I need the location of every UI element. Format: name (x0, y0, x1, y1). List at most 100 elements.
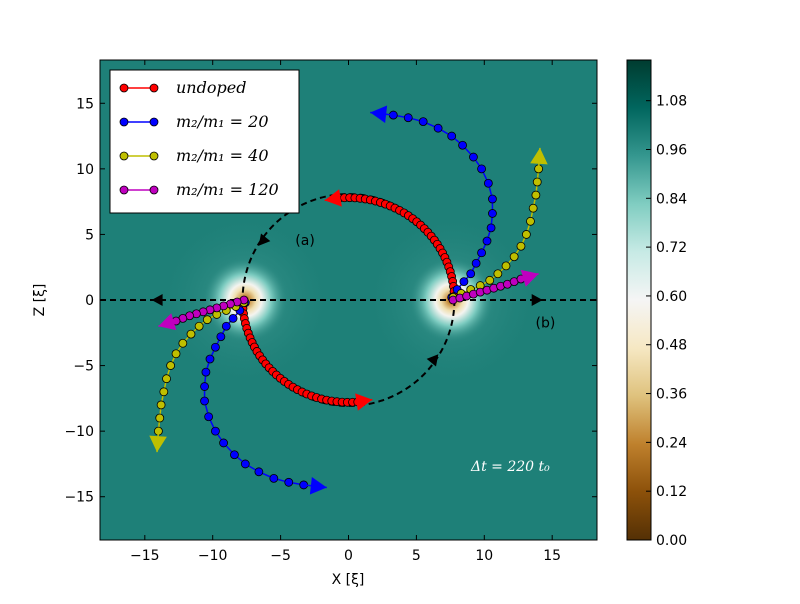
x-tick-label: 15 (543, 548, 561, 564)
x-tick-label: −5 (270, 548, 291, 564)
legend-marker (149, 185, 159, 195)
x-tick-label: 5 (412, 548, 421, 564)
axis-ticks: −15 −10 −5 0 5 10 15 −15 −10 −5 0 5 10 15 (64, 60, 597, 564)
legend-marker (149, 117, 159, 127)
series-1-point (486, 223, 496, 233)
series-2-point (171, 349, 181, 359)
colorbar-tick-label: 0.84 (656, 191, 687, 207)
series-2-arrow-head (530, 147, 548, 165)
x-tick-label: 0 (344, 548, 353, 564)
legend-label: undoped (176, 78, 246, 97)
colorbar-tick-label: 0.12 (656, 484, 687, 500)
series-1-point (488, 209, 497, 218)
series-2-point (202, 315, 212, 325)
colormap-field (100, 105, 597, 495)
colorbar-tick-label: 0.36 (656, 387, 687, 403)
dashed-arrow-right (531, 293, 543, 307)
y-tick-label: 5 (85, 227, 94, 243)
series-3-arrow-head (158, 313, 177, 331)
series-1-point (433, 123, 443, 133)
legend-label: m₂/m₁ = 120 (176, 180, 279, 199)
series-2-point (162, 374, 171, 384)
colorbar-tick-label: 0.24 (656, 435, 687, 451)
colorbar-tick-label: 0.00 (656, 533, 687, 549)
series-2-point (166, 361, 176, 370)
series-1-point (221, 321, 231, 331)
series-2-point (485, 275, 495, 285)
x-tick-label: −10 (198, 548, 228, 564)
annotation-label: (a) (295, 233, 315, 249)
colorbar-tick-label: 0.72 (656, 240, 687, 256)
legend: undoped m₂/m₁ = 20 m₂/m₁ = 40 m₂/m₁ = 120 (109, 69, 300, 214)
x-axis-label: X [ξ] (332, 572, 365, 588)
series-2-point (501, 261, 511, 271)
series-1-arrow-head (370, 105, 388, 124)
series-2-point (526, 216, 535, 226)
legend-marker (119, 117, 129, 127)
series-1-point (228, 313, 238, 323)
series-2-arrow-head (149, 435, 167, 453)
series-1-point (200, 396, 209, 406)
series-1-point (205, 354, 215, 364)
dashed-arrow-left (151, 293, 163, 307)
trajectories (149, 105, 548, 495)
y-tick-label: 15 (76, 96, 94, 112)
y-axis-label: Z [ξ] (32, 284, 48, 317)
x-tick-label: 10 (475, 548, 493, 564)
legend-marker (119, 151, 129, 161)
dashed-arrow-orbit (426, 354, 439, 367)
series-1-point (482, 236, 492, 246)
x-tick-label: −15 (130, 548, 160, 564)
annotations: (a) (b) (295, 233, 555, 332)
series-1-point (269, 473, 279, 483)
series-1-point (418, 117, 428, 127)
series-2-point (528, 203, 538, 213)
series-0-arrow-head (324, 189, 342, 207)
legend-marker (149, 151, 159, 161)
colorbar-tick-label: 0.48 (656, 338, 687, 354)
series-2-point (159, 387, 169, 397)
annotation-label: (b) (535, 316, 555, 332)
series-1-point (230, 450, 239, 460)
series-1-point (466, 269, 476, 279)
series-1-point (284, 477, 294, 487)
colorbar-ticks: 0.00 0.12 0.24 0.36 0.48 0.60 0.72 0.84 0.96 1.08 (646, 94, 687, 549)
series-1-point (459, 277, 469, 287)
series-1-point (403, 113, 413, 123)
series-2-point (155, 413, 165, 423)
y-tick-label: −5 (73, 359, 94, 375)
time-label: Δt = 220 t₀ (470, 459, 550, 475)
legend-marker (119, 83, 129, 93)
colorbar-tick-label: 0.96 (656, 142, 687, 158)
y-tick-label: −15 (64, 490, 94, 506)
series-1-arrow-head (309, 476, 327, 495)
legend-label: m₂/m₁ = 40 (176, 146, 269, 165)
series-1-point (483, 178, 493, 188)
series-2-point (178, 338, 188, 348)
series-1-point (488, 194, 497, 204)
series-1-point (477, 248, 486, 258)
series-0-arrow-head (355, 393, 373, 411)
series-1-point (469, 152, 478, 162)
legend-marker (119, 185, 129, 195)
series-2-point (516, 241, 526, 251)
series-1-point (458, 140, 467, 150)
series-1-point (471, 258, 481, 268)
series-2-point (531, 190, 541, 200)
series-1-point (240, 459, 250, 469)
legend-box (109, 69, 300, 214)
y-tick-label: 10 (76, 162, 94, 178)
series-2-point (493, 269, 503, 279)
series-1-point (254, 467, 264, 477)
series-2-point (194, 321, 204, 331)
series-1-point (211, 426, 220, 436)
series-2-point (509, 252, 519, 262)
colorbar-tick-label: 0.60 (656, 289, 687, 305)
legend-marker (149, 83, 159, 93)
series-1-point (211, 342, 220, 352)
colorbar-tick-label: 1.08 (656, 94, 687, 110)
series-1-point (201, 367, 211, 377)
series-2-point (156, 400, 166, 410)
series-3-arrow-head (520, 269, 539, 287)
